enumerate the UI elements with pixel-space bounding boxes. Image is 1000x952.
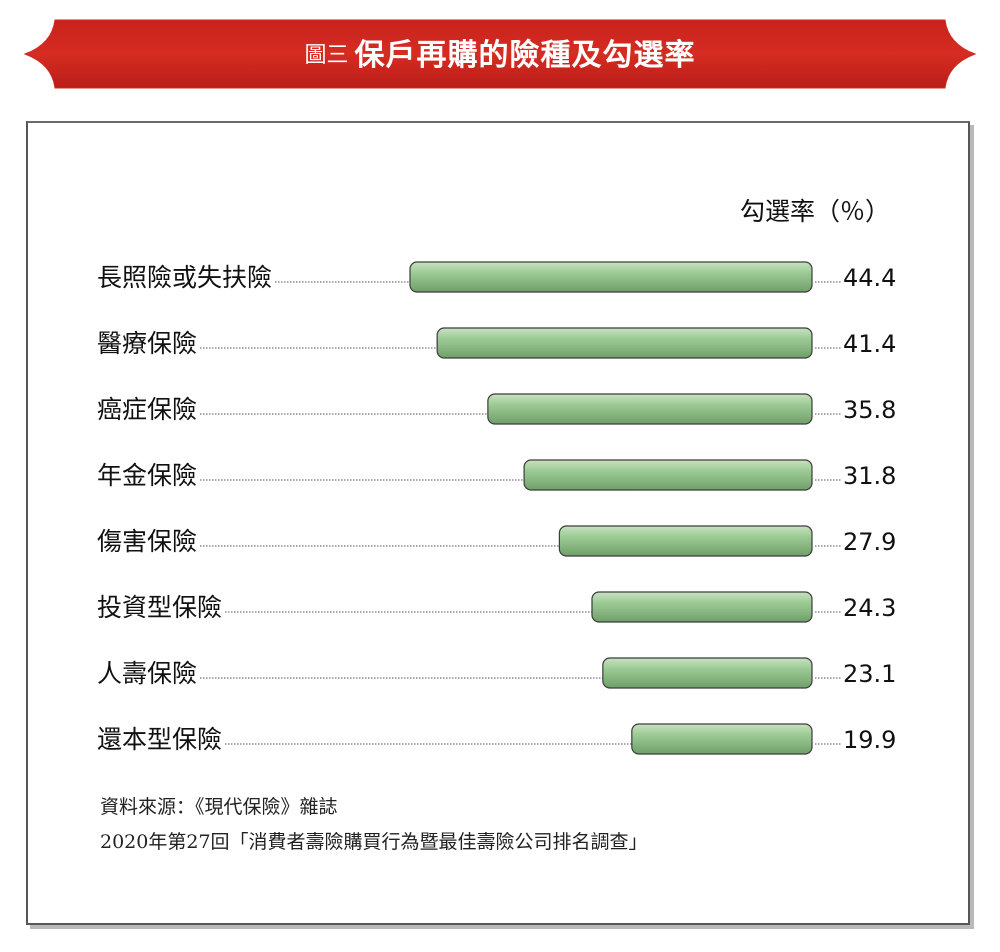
- bar: [558, 525, 813, 557]
- value-label: 44.4: [843, 264, 896, 292]
- value-axis-label: 勾選率（％）: [739, 197, 890, 226]
- title-banner: 圖三 保戶再購的險種及勾選率: [0, 0, 1000, 100]
- category-label: 人壽保險: [97, 659, 197, 688]
- value-label: 27.9: [843, 528, 896, 556]
- category-label: 癌症保險: [97, 395, 197, 424]
- value-label: 23.1: [843, 660, 896, 688]
- source-note: 資料來源：《現代保險》雜誌 2020年第27回「消費者壽險購買行為暨最佳壽險公司…: [100, 790, 648, 860]
- bar: [487, 393, 813, 425]
- bar: [602, 657, 813, 689]
- bar: [591, 591, 813, 623]
- figure-label: 圖三: [304, 43, 349, 68]
- value-label: 24.3: [843, 594, 896, 622]
- source-line-1: 資料來源：《現代保險》雜誌: [100, 796, 338, 818]
- category-label: 投資型保險: [97, 593, 222, 622]
- bar: [523, 459, 813, 491]
- chart-title: 保戶再購的險種及勾選率: [354, 38, 696, 73]
- source-line-2: 2020年第27回「消費者壽險購買行為暨最佳壽險公司排名調查」: [100, 831, 648, 853]
- value-label: 35.8: [843, 396, 896, 424]
- banner-title: 圖三 保戶再購的險種及勾選率: [0, 30, 1000, 74]
- category-label: 傷害保險: [97, 527, 197, 556]
- category-label: 長照險或失扶險: [97, 263, 272, 292]
- category-label: 還本型保險: [97, 725, 222, 754]
- chart-panel: [26, 121, 970, 925]
- value-label: 41.4: [843, 330, 896, 358]
- value-label: 19.9: [843, 726, 896, 754]
- category-label: 醫療保險: [97, 329, 197, 358]
- bar: [631, 723, 813, 755]
- value-label: 31.8: [843, 462, 896, 490]
- category-label: 年金保險: [97, 461, 197, 490]
- bar: [409, 261, 813, 293]
- title-banner-shape: [23, 19, 977, 89]
- bar: [436, 327, 813, 359]
